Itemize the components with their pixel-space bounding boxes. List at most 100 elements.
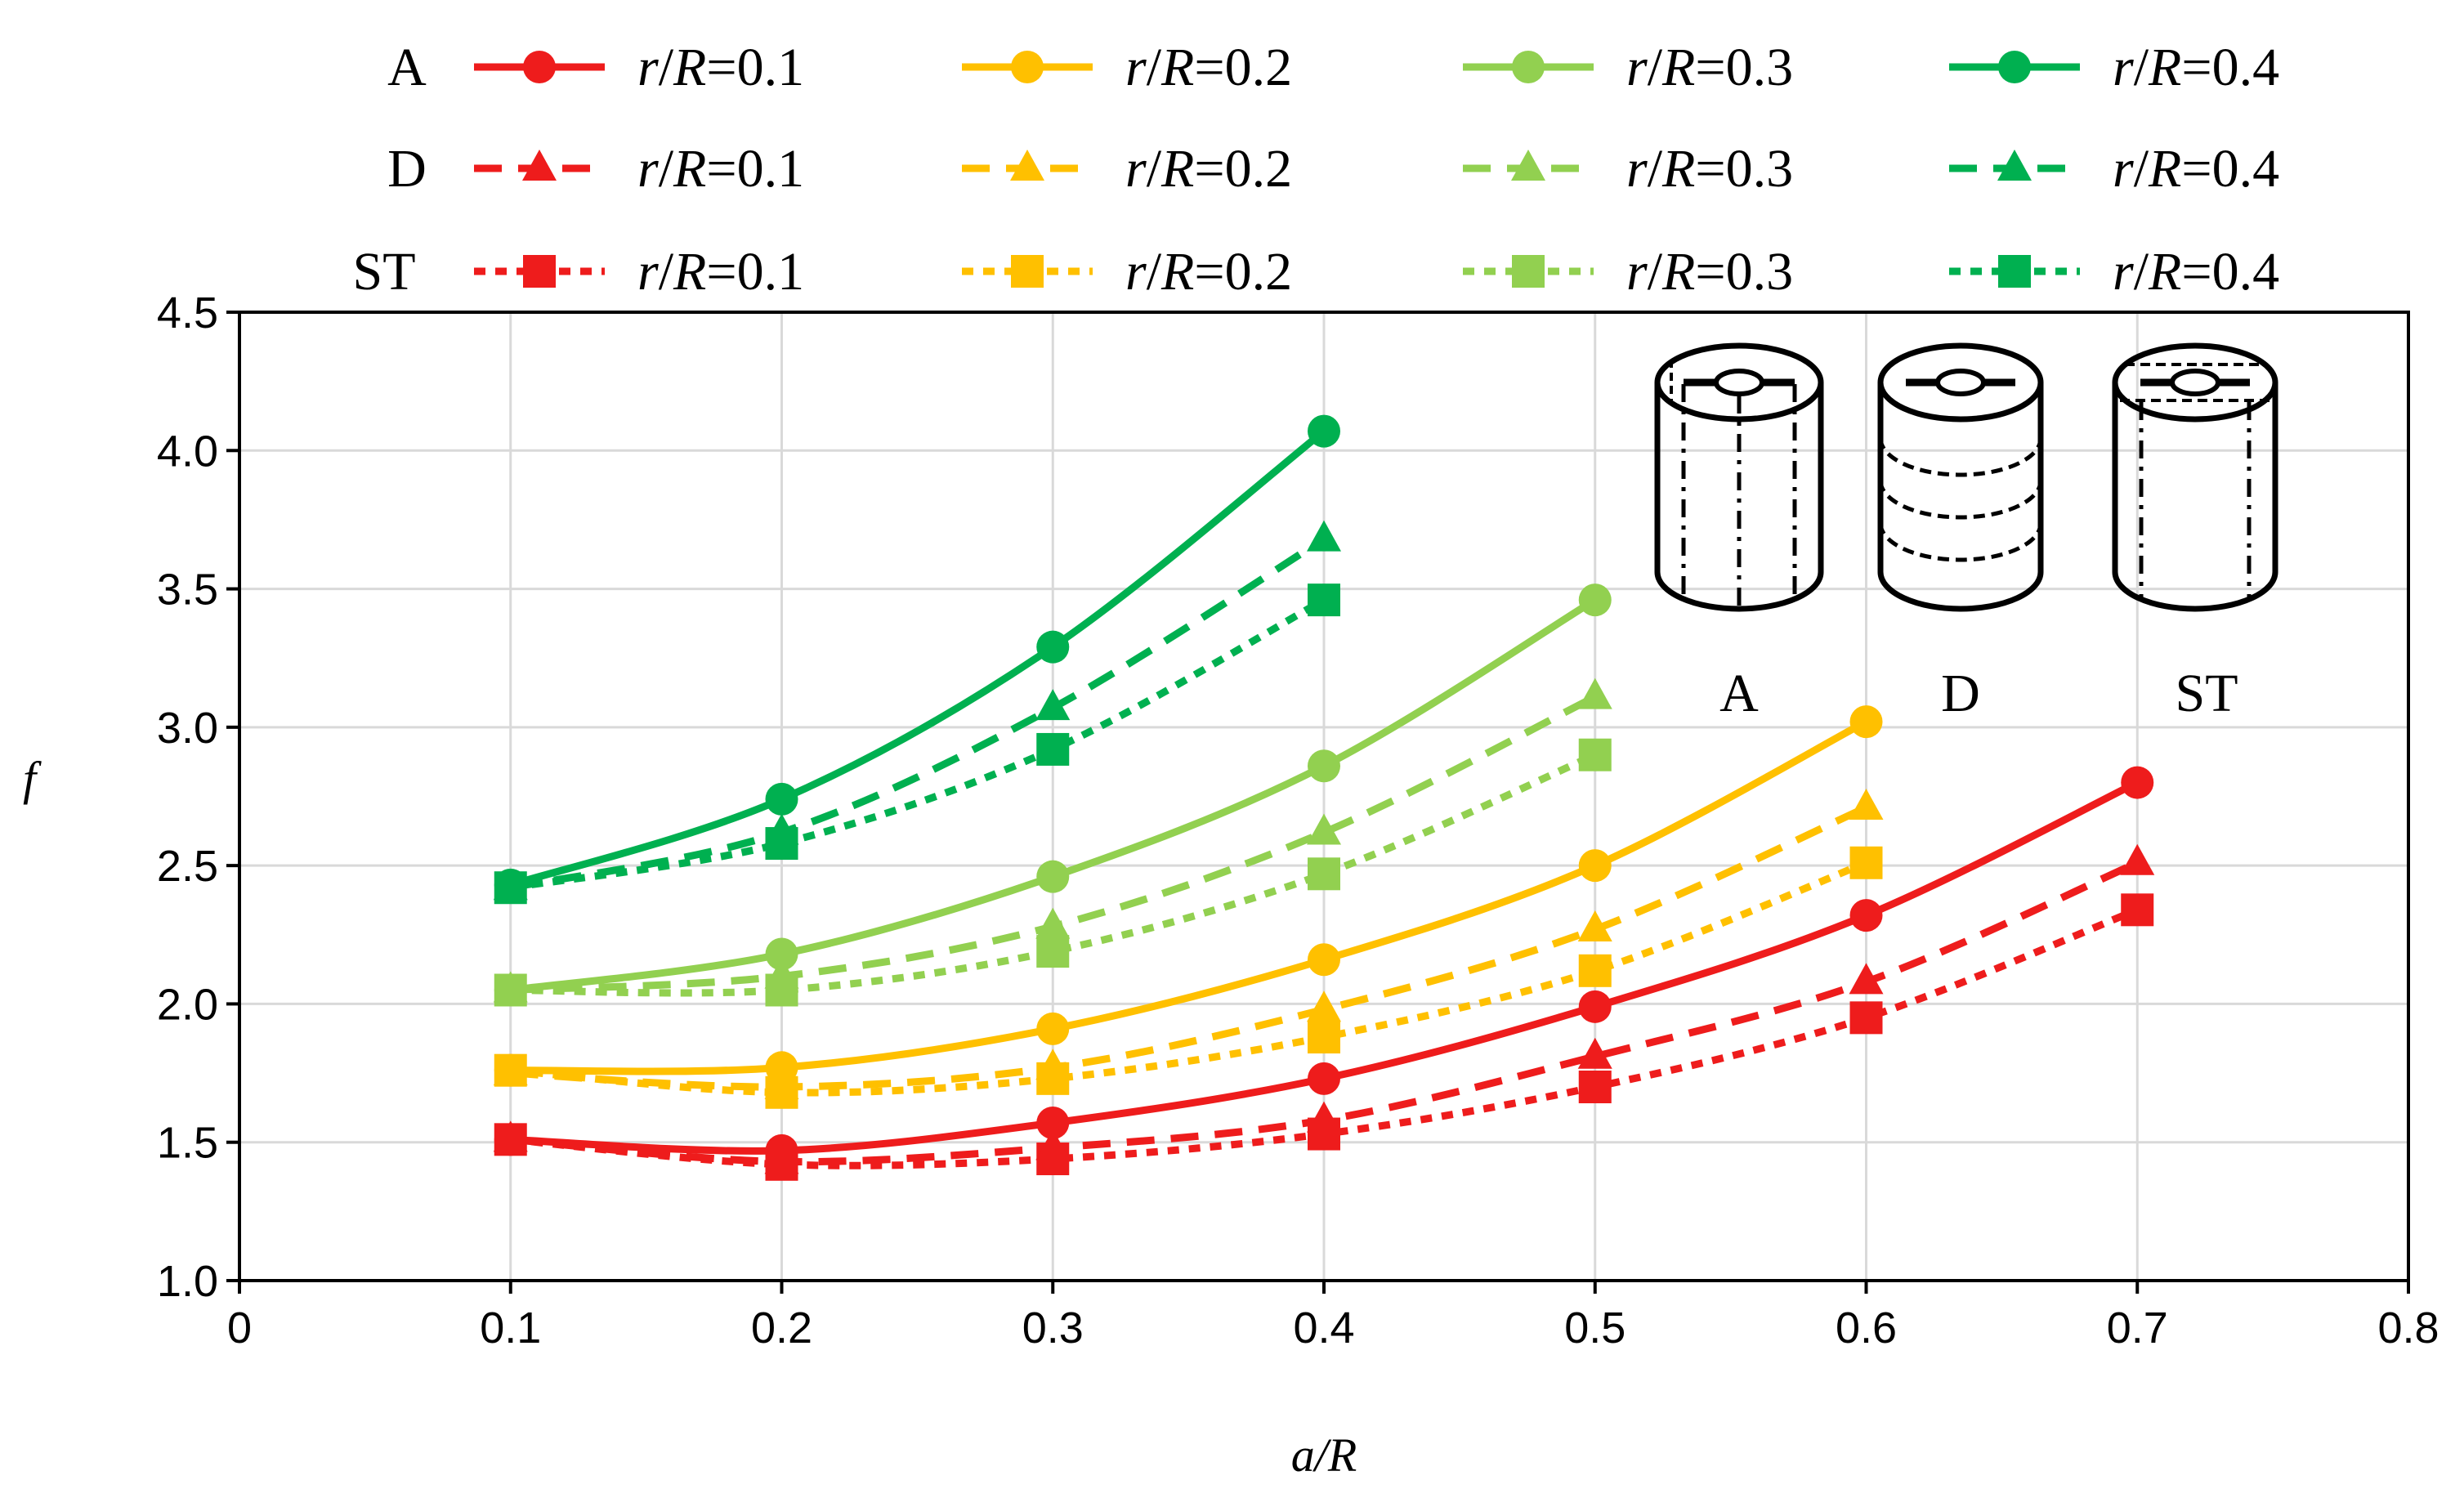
data-point-d	[1577, 677, 1612, 709]
legend-row-label-d: D	[387, 139, 427, 199]
data-point-d	[1577, 910, 1612, 942]
legend-entry-label: r/R=0.3	[1626, 139, 1793, 199]
data-point-d	[1307, 813, 1341, 845]
data-point-d	[1035, 907, 1071, 939]
y-tick-label: 3.5	[157, 566, 218, 615]
data-point-a	[494, 1053, 527, 1087]
data-point-st	[1578, 954, 1612, 987]
legend-entry-label: r/R=0.4	[2113, 242, 2279, 302]
series-line-st-r-r-0-3	[510, 751, 1597, 997]
series-line-a-r-r-0-4	[509, 428, 1326, 889]
x-tick-label: 0.8	[2377, 1303, 2439, 1353]
series-line-st-r-r-0-2	[510, 859, 1868, 1097]
data-point-a	[1036, 630, 1070, 664]
legend-marker-d	[1010, 150, 1044, 181]
y-axis-title: f	[23, 752, 42, 805]
data-point-d	[1035, 689, 1071, 721]
data-point-st	[1849, 846, 1883, 879]
legend-marker-d	[522, 150, 557, 181]
legend-marker-st	[1512, 255, 1545, 288]
legend-entry-label: r/R=0.3	[1626, 242, 1793, 302]
data-point-a	[1308, 1062, 1340, 1095]
legend-entry-label: r/R=0.2	[1125, 38, 1292, 97]
data-point-a	[1036, 860, 1070, 893]
data-point-a	[1308, 414, 1340, 448]
legend-entry-label: r/R=0.4	[2113, 38, 2279, 97]
y-tick-label: 3.0	[157, 704, 218, 753]
data-point-a	[1036, 1012, 1070, 1045]
data-point-st	[2121, 893, 2154, 927]
data-point-d	[1307, 1101, 1341, 1133]
data-point-d	[1307, 520, 1341, 552]
data-point-d	[764, 957, 799, 989]
data-point-a	[494, 1123, 527, 1156]
data-point-a	[1578, 990, 1612, 1023]
data-point-a	[494, 973, 527, 1007]
y-tick-label: 1.5	[157, 1119, 218, 1168]
data-point-a	[1036, 1107, 1070, 1140]
cylinder-a-drawing	[1654, 342, 1824, 612]
legend-entry-label: r/R=0.4	[2113, 139, 2279, 199]
inset-label-st: ST	[2175, 664, 2238, 723]
data-point-d	[1307, 990, 1341, 1022]
data-point-a	[494, 868, 527, 901]
series-line-st-r-r-0-4	[510, 597, 1326, 892]
x-tick-label: 0.1	[480, 1303, 541, 1353]
y-tick-label: 4.5	[157, 288, 218, 338]
legend-marker-a	[1512, 51, 1545, 83]
data-point-a	[1578, 849, 1612, 883]
inset-label-d: D	[1941, 664, 1980, 723]
y-tick-label: 1.0	[157, 1257, 218, 1306]
data-point-a	[765, 1051, 798, 1084]
data-point-a	[2121, 766, 2154, 799]
y-tick-label: 2.0	[157, 980, 218, 1029]
data-point-a	[765, 1134, 798, 1167]
data-point-d	[2120, 843, 2155, 875]
data-point-d	[764, 813, 799, 845]
x-tick-label: 0.4	[1293, 1303, 1354, 1353]
data-point-a	[765, 782, 798, 816]
legend-entry-label: r/R=0.1	[637, 38, 804, 97]
data-point-st	[1578, 738, 1612, 771]
y-tick-label: 4.0	[157, 427, 218, 476]
legend-row-label-st: ST	[352, 242, 415, 302]
data-point-st	[1036, 732, 1070, 766]
data-point-st	[1036, 935, 1070, 968]
x-axis-title: a/R	[1291, 1429, 1357, 1482]
data-point-st	[1849, 1001, 1883, 1035]
legend-entry-label: r/R=0.1	[637, 242, 804, 302]
x-tick-label: 0	[227, 1303, 252, 1353]
data-point-st	[1308, 584, 1340, 617]
inset-diagram: A D ST	[1654, 342, 2278, 723]
data-point-a	[1849, 705, 1883, 739]
legend-entry-label: r/R=0.3	[1626, 38, 1793, 97]
data-point-a	[1308, 749, 1340, 783]
data-point-d	[1849, 963, 1884, 995]
data-point-a	[765, 937, 798, 971]
data-point-st	[1578, 1071, 1612, 1103]
legend-entry-label: r/R=0.2	[1125, 242, 1292, 302]
series-line-d-r-r-0-4	[509, 535, 1326, 892]
data-point-a	[1849, 899, 1883, 932]
data-point-d	[1035, 1129, 1071, 1160]
legend-marker-a	[1998, 51, 2031, 83]
x-tick-label: 0.5	[1564, 1303, 1626, 1353]
x-tick-label: 0.6	[1836, 1303, 1897, 1353]
x-tick-label: 0.7	[2107, 1303, 2168, 1353]
legend-marker-a	[523, 51, 556, 83]
series-line-d-r-r-0-2	[510, 803, 1868, 1091]
data-point-a	[1308, 943, 1340, 977]
marker-layer	[493, 414, 2155, 1181]
y-axis: 1.0 1.5 2.0 2.5 3.0 3.5 4.0 4.5	[157, 288, 239, 1306]
cylinder-st-drawing	[2112, 342, 2278, 612]
legend-marker-st	[1998, 255, 2031, 288]
data-point-d	[1577, 1037, 1612, 1069]
data-point-st	[1308, 1021, 1340, 1054]
x-tick-label: 0.2	[751, 1303, 812, 1353]
legend-marker-st	[1011, 255, 1044, 288]
legend-marker-d	[1511, 150, 1545, 181]
legend-entry-label: r/R=0.1	[637, 139, 804, 199]
y-tick-label: 2.5	[157, 842, 218, 891]
data-point-st	[1308, 857, 1340, 891]
